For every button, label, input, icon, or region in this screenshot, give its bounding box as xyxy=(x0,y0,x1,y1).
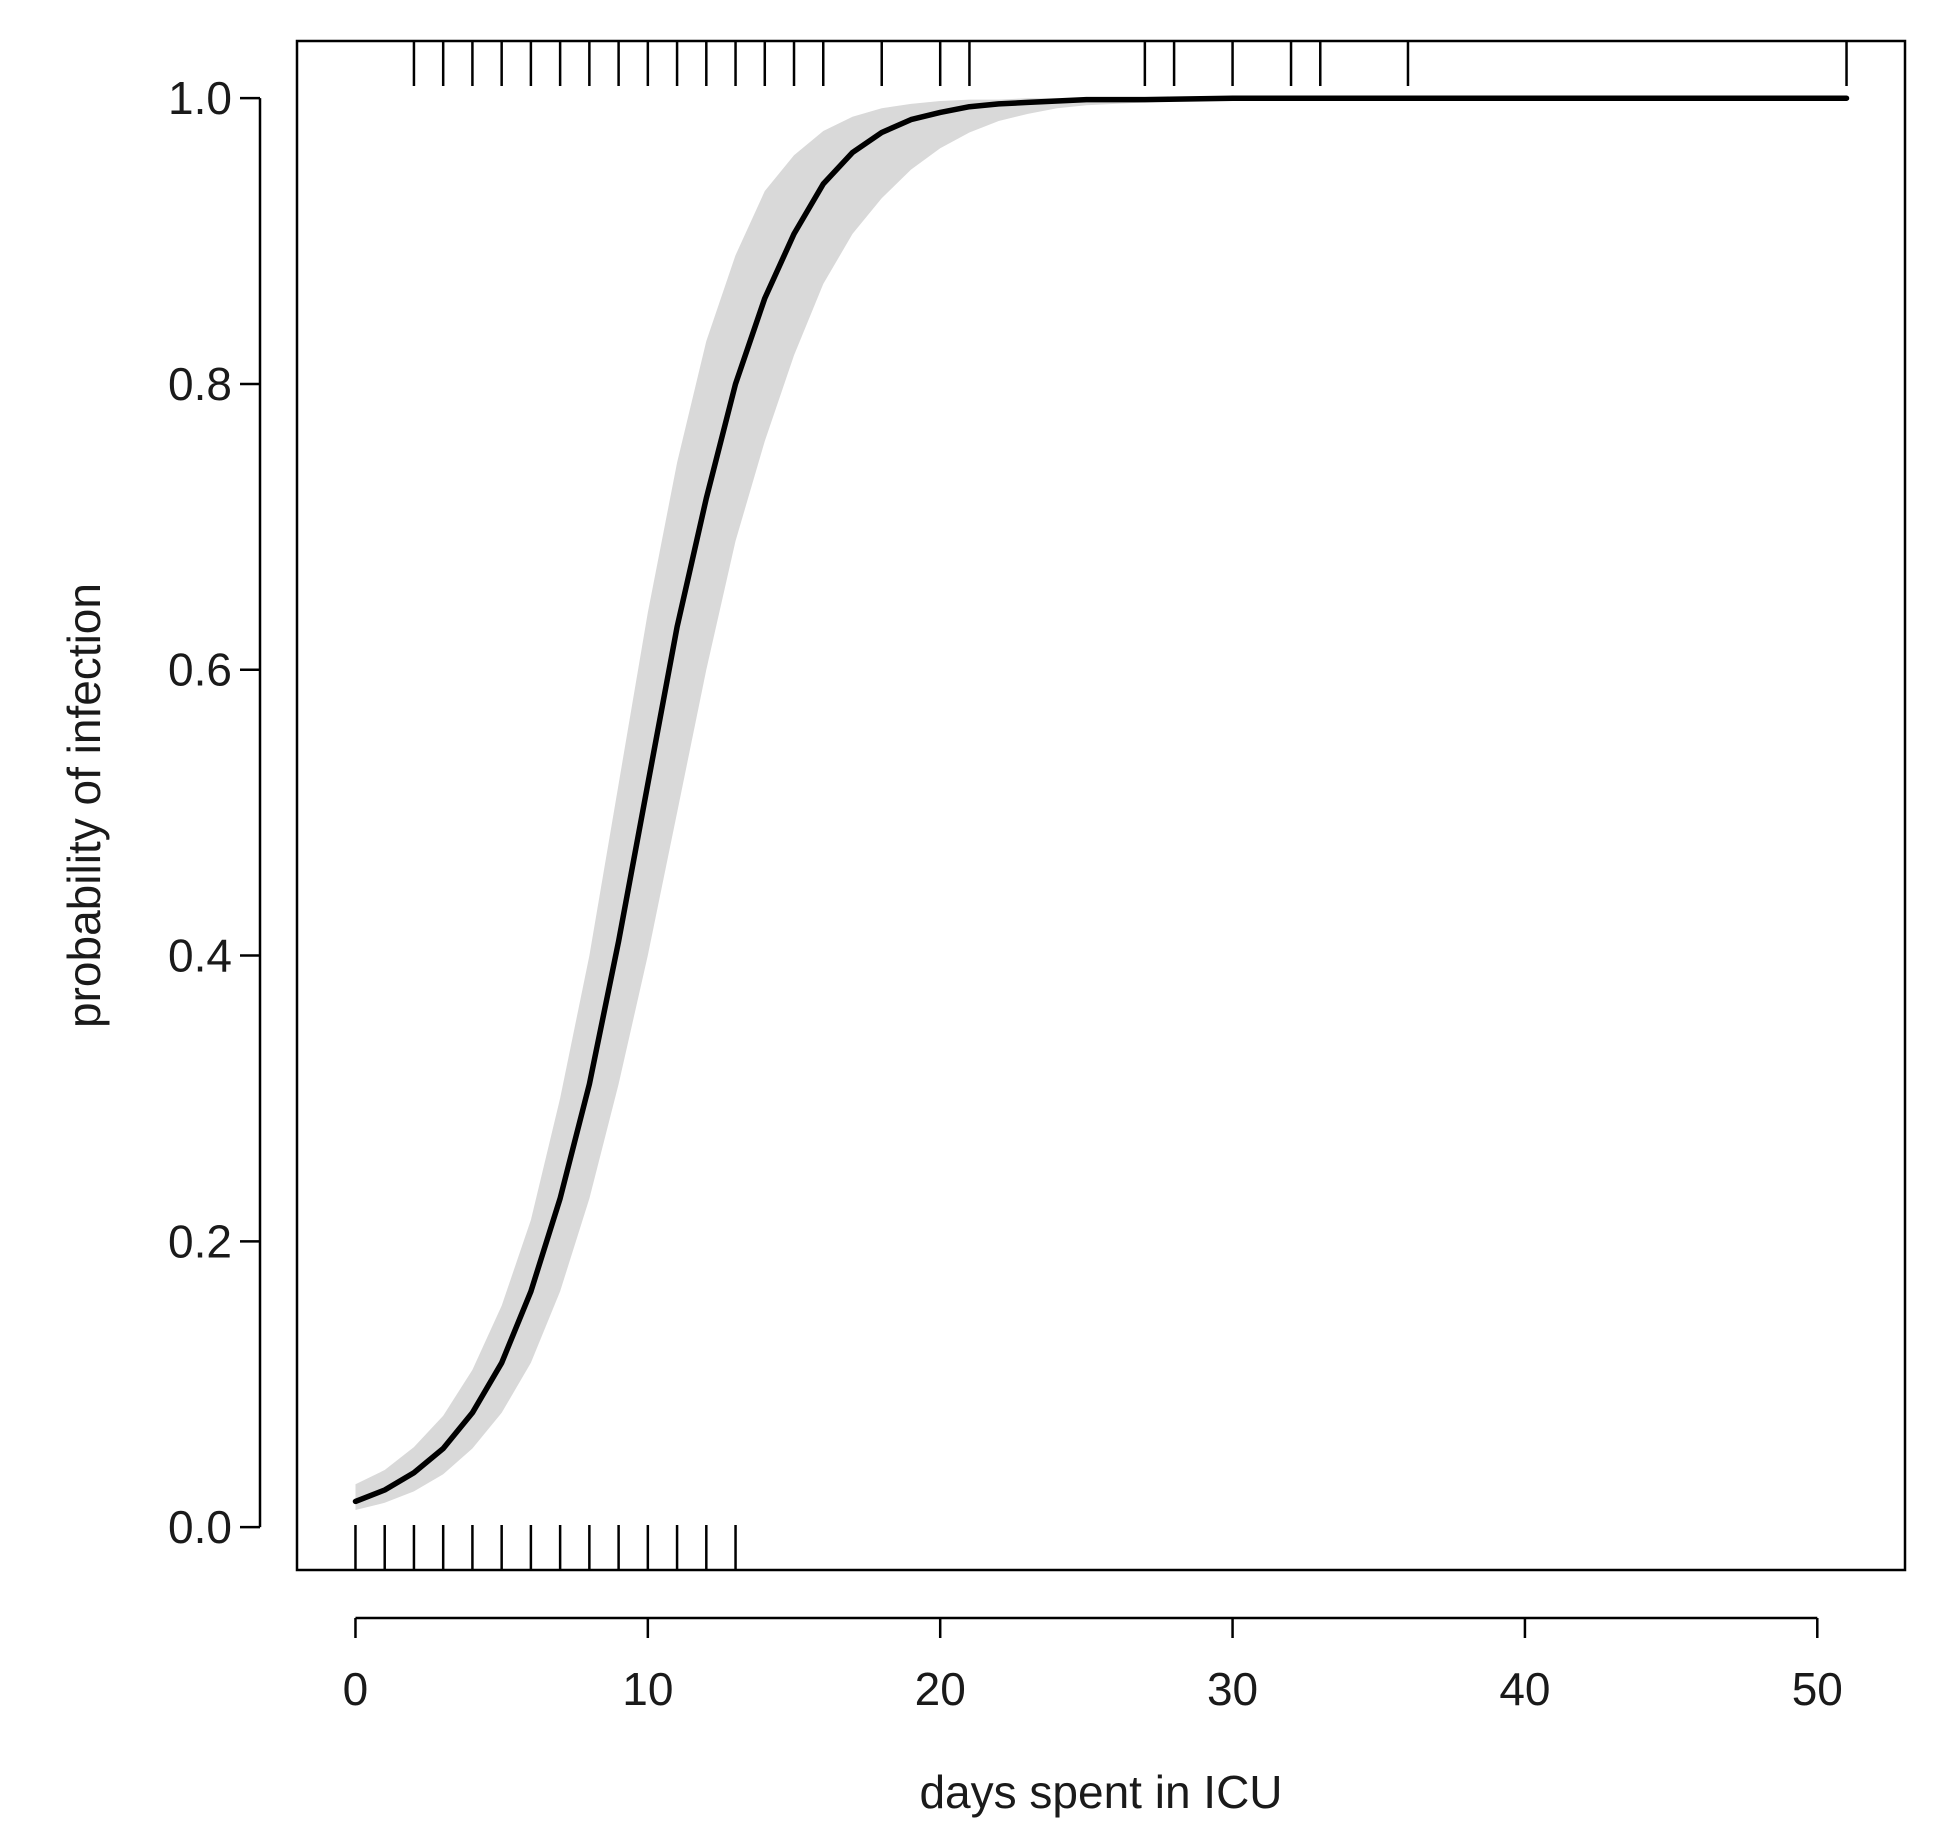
x-tick-label: 30 xyxy=(1207,1663,1258,1715)
fitted-curve-layer xyxy=(352,95,1850,1505)
confidence-band xyxy=(355,98,1847,1511)
y-tick-label: 0.2 xyxy=(168,1215,232,1267)
y-axis-title: probability of infection xyxy=(58,583,110,1028)
y-tick-label: 0.8 xyxy=(168,358,232,410)
x-axis-title: days spent in ICU xyxy=(919,1766,1282,1818)
x-tick-label: 20 xyxy=(915,1663,966,1715)
fitted-probability-curve xyxy=(352,95,1850,1505)
x-tick-label: 10 xyxy=(622,1663,673,1715)
confidence-band-layer xyxy=(355,98,1847,1511)
y-tick-label: 0.0 xyxy=(168,1501,232,1553)
x-axis: 0 10 20 30 40 50 xyxy=(343,1616,1843,1715)
y-tick-label: 1.0 xyxy=(168,72,232,124)
x-tick-label: 40 xyxy=(1499,1663,1550,1715)
rug-layer xyxy=(354,41,1848,1570)
y-tick-label: 0.6 xyxy=(168,644,232,696)
plot-frame xyxy=(295,39,1907,1572)
y-tick-label: 0.4 xyxy=(168,930,232,982)
x-tick-label: 0 xyxy=(343,1663,369,1715)
y-axis: 0.0 0.2 0.4 0.6 0.8 1.0 xyxy=(168,72,262,1553)
x-tick-label: 50 xyxy=(1792,1663,1843,1715)
